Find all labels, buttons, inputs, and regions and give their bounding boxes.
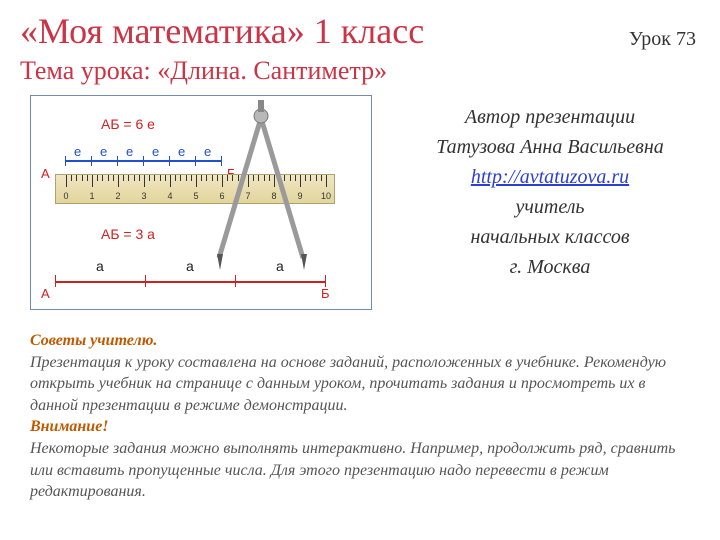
author-block: Автор презентации Татузова Анна Васильев… [395, 102, 705, 282]
lesson-topic: Тема урока: «Длина. Сантиметр» [20, 56, 387, 86]
unit-a-label: а [96, 258, 104, 274]
author-line5: г. Москва [395, 252, 705, 282]
lesson-number: Урок 73 [629, 28, 696, 51]
ruler-number: 1 [89, 191, 94, 201]
compass-icon [201, 98, 321, 278]
point-a-top: А [41, 166, 50, 181]
notes-para2: Некоторые задания можно выполнять интера… [30, 438, 690, 503]
point-b-bottom: Б [321, 286, 330, 301]
unit-e-label: е [74, 144, 81, 159]
notes-para1: Презентация к уроку составлена на основе… [30, 352, 690, 417]
ruler-number: 2 [115, 191, 120, 201]
unit-e-label: е [178, 144, 185, 159]
page-title: «Моя математика» 1 класс [20, 10, 424, 52]
notes-heading1: Советы учителю. [30, 330, 690, 352]
ruler-number: 0 [63, 191, 68, 201]
unit-a-label: а [186, 258, 194, 274]
ruler-number: 10 [321, 191, 331, 201]
unit-e-label: е [100, 144, 107, 159]
author-line4: начальных классов [395, 222, 705, 252]
label-ab-a: АБ = 3 а [101, 226, 155, 242]
author-line3: учитель [395, 192, 705, 222]
author-link[interactable]: http://avtatuzova.ru [471, 166, 629, 188]
ruler-number: 4 [167, 191, 172, 201]
teacher-notes: Советы учителю. Презентация к уроку сост… [30, 330, 690, 503]
unit-e-label: е [126, 144, 133, 159]
author-name: Татузова Анна Васильевна [395, 132, 705, 162]
author-line1: Автор презентации [395, 102, 705, 132]
label-ab-e: АБ = 6 е [101, 116, 155, 132]
ruler-number: 5 [193, 191, 198, 201]
notes-heading2: Внимание! [30, 416, 690, 438]
ruler-number: 3 [141, 191, 146, 201]
unit-e-label: е [152, 144, 159, 159]
point-a-bottom: А [41, 286, 50, 301]
diagram: АБ = 6 е ееееее А Б 012345678910 АБ = 3 … [30, 95, 372, 310]
